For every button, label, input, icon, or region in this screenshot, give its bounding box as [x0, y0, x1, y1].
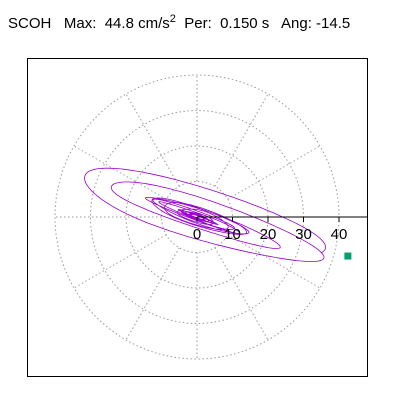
max-value: 44.8 [104, 15, 134, 32]
max-unit-exponent: 2 [169, 13, 176, 25]
grid-spoke [73, 234, 167, 289]
peak-marker-layer [344, 252, 352, 260]
max-label: Max: [63, 15, 97, 32]
radial-tick-label: 20 [260, 226, 277, 243]
angle-label: Ang: [281, 15, 312, 32]
grid-spoke [227, 145, 321, 200]
grid-spoke [125, 247, 180, 341]
radial-tick-label: 10 [224, 226, 241, 243]
grid-spoke [73, 145, 167, 200]
grid-spoke [214, 93, 269, 187]
radial-tick-label: 0 [193, 226, 201, 243]
plot-title: SCOH Max: 44.8 cm/s2 Per: 0.150 s Ang: -… [8, 13, 351, 32]
angle-value: -14.5 [316, 15, 351, 32]
grid-spoke [214, 247, 269, 341]
period-value: 0.150 s [220, 15, 270, 32]
radial-axis: 0 10 20 30 40 [193, 216, 367, 243]
grid-spoke [227, 234, 321, 289]
radial-tick-label: 30 [295, 226, 312, 243]
max-unit: cm/s [138, 15, 170, 32]
orbit-trace [84, 167, 326, 262]
peak-marker [344, 252, 352, 260]
grid-spoke [125, 93, 180, 187]
radial-tick-label: 40 [331, 226, 348, 243]
period-label: Per: [184, 15, 212, 32]
orbit-path [84, 167, 326, 262]
station-code: SCOH [8, 15, 52, 32]
plot-frame [27, 58, 368, 377]
